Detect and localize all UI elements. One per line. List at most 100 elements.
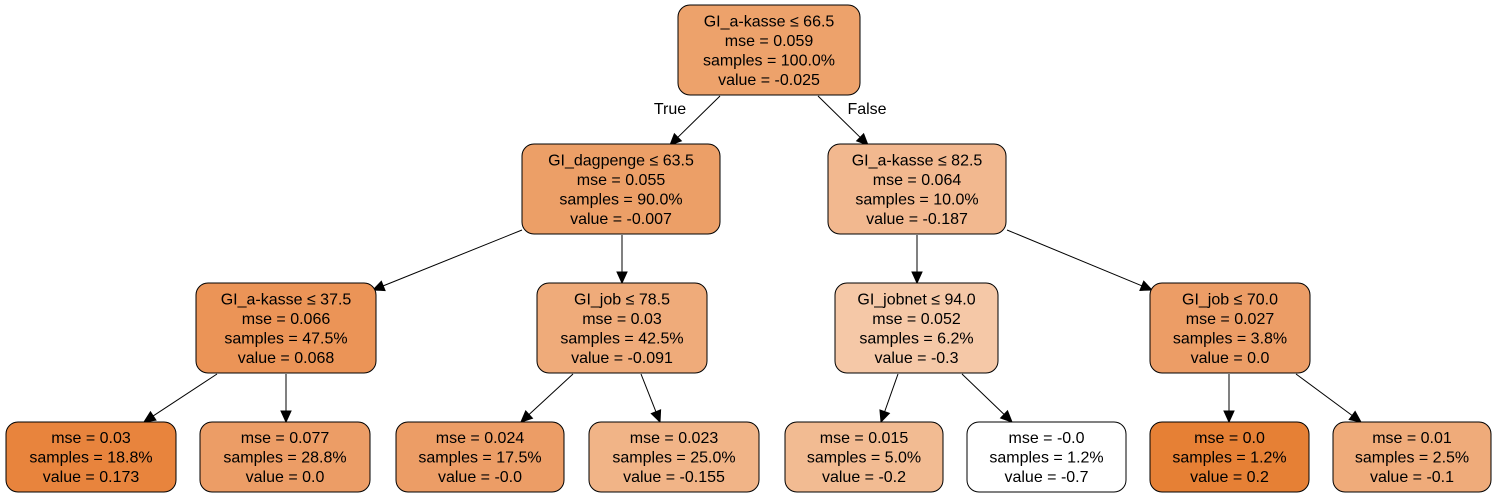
edge-line: [1006, 229, 1143, 287]
node-box: [966, 421, 1127, 493]
node-text-line: samples = 90.0%: [559, 191, 682, 208]
edge-n2-n6: [1006, 229, 1154, 291]
node-text-line: samples = 2.5%: [1355, 450, 1469, 467]
arrowhead-icon: [280, 410, 292, 424]
arrowhead-icon: [520, 409, 534, 423]
node-text-line: samples = 5.0%: [807, 450, 921, 467]
arrowhead-icon: [999, 409, 1013, 423]
arrowhead-icon: [855, 132, 869, 146]
edge-n5-n11: [879, 373, 899, 424]
node-text-line: value = 0.0: [1191, 350, 1270, 367]
edge-n4-n9: [520, 373, 574, 423]
arrowhead-icon: [1223, 410, 1235, 424]
node-text-line: GI_job ≤ 78.5: [574, 291, 670, 308]
node-text-line: mse = 0.01: [1372, 430, 1452, 447]
tree-node-n0: GI_a-kasse ≤ 66.5 mse = 0.059 samples = 10…: [677, 4, 861, 96]
tree-node-n3: GI_a-kasse ≤ 37.5 mse = 0.066 samples = 47…: [195, 282, 377, 374]
node-text-line: mse = 0.027: [1186, 311, 1275, 328]
node-box: [834, 282, 999, 374]
node-text-line: mse = 0.0: [1194, 430, 1265, 447]
arrowhead-icon: [650, 409, 662, 424]
node-text-line: value = 0.068: [238, 350, 335, 367]
node-text-line: mse = -0.0: [1008, 430, 1084, 447]
node-text-line: mse = 0.03: [51, 430, 131, 447]
node-text-line: samples = 10.0%: [855, 191, 978, 208]
node-box: [395, 421, 565, 493]
node-text-line: GI_a-kasse ≤ 66.5: [704, 13, 835, 30]
node-text-line: GI_job ≤ 70.0: [1182, 291, 1278, 308]
node-box: [1149, 282, 1311, 374]
node-text-line: samples = 1.2%: [989, 450, 1103, 467]
node-box: [5, 421, 177, 493]
tree-nodes: GI_a-kasse ≤ 66.5 mse = 0.059 samples = 10…: [5, 4, 1492, 493]
node-text-line: mse = 0.055: [577, 172, 666, 189]
tree-node-n2: GI_a-kasse ≤ 82.5 mse = 0.064 samples = 10…: [827, 143, 1007, 235]
tree-node-n1: GI_dagpenge ≤ 63.5 mse = 0.055 samples = 9…: [521, 143, 721, 235]
edge-line: [817, 95, 861, 138]
node-text-line: mse = 0.052: [872, 311, 961, 328]
edge-line: [884, 373, 899, 412]
node-text-line: value = -0.1: [1370, 469, 1454, 486]
arrowhead-icon: [616, 271, 628, 285]
node-text-line: samples = 18.8%: [29, 450, 152, 467]
node-text-line: GI_dagpenge ≤ 63.5: [548, 152, 694, 169]
arrowhead-icon: [879, 409, 891, 424]
tree-node-n6: GI_job ≤ 70.0 mse = 0.027 samples = 3.8% va…: [1149, 282, 1311, 374]
node-text-line: value = 0.0: [246, 469, 325, 486]
node-text-line: value = 0.2: [1190, 469, 1269, 486]
node-text-line: value = -0.007: [570, 211, 672, 228]
arrowhead-icon: [371, 280, 386, 292]
edge-n3-n8: [280, 374, 292, 424]
node-text-line: mse = 0.064: [873, 172, 962, 189]
node-text-line: GI_a-kasse ≤ 37.5: [221, 291, 352, 308]
node-text-line: value = -0.025: [718, 72, 820, 89]
edge-n0-n2: False: [817, 95, 887, 146]
tree-node-n14: mse = 0.01 samples = 2.5% value = -0.1: [1332, 421, 1492, 493]
node-text-line: samples = 47.5%: [224, 330, 347, 347]
edge-line: [677, 95, 721, 138]
edge-line: [961, 373, 1005, 415]
node-box: [521, 143, 721, 235]
tree-node-n7: mse = 0.03 samples = 18.8% value = 0.173: [5, 421, 177, 493]
edge-n5-n12: [961, 373, 1013, 423]
node-text-line: mse = 0.066: [242, 311, 331, 328]
edge-n3-n7: [142, 373, 218, 423]
tree-node-n8: mse = 0.077 samples = 28.8% value = 0.0: [199, 421, 371, 493]
arrowhead-icon: [1139, 280, 1154, 291]
edge-n2-n5: [911, 235, 923, 285]
node-text-line: value = -0.091: [571, 350, 673, 367]
node-text-line: value = -0.2: [822, 469, 906, 486]
edge-line: [383, 229, 523, 287]
node-text-line: mse = 0.023: [630, 430, 719, 447]
node-text-line: value = -0.187: [866, 211, 968, 228]
edge-n0-n1: True: [654, 95, 721, 146]
node-box: [784, 421, 944, 493]
node-text-line: samples = 1.2%: [1172, 450, 1286, 467]
node-text-line: samples = 100.0%: [703, 52, 835, 69]
arrowhead-icon: [142, 410, 157, 423]
node-box: [1332, 421, 1492, 493]
arrowhead-icon: [911, 271, 923, 285]
edge-label: False: [847, 101, 886, 118]
edge-n4-n10: [640, 373, 662, 424]
edge-label: True: [654, 101, 686, 118]
node-text-line: samples = 17.5%: [418, 450, 541, 467]
node-box: [195, 282, 377, 374]
tree-node-n12: mse = -0.0 samples = 1.2% value = -0.7: [966, 421, 1127, 493]
node-text-line: value = -0.7: [1004, 469, 1088, 486]
tree-node-n13: mse = 0.0 samples = 1.2% value = 0.2: [1149, 421, 1310, 493]
edge-line: [1295, 373, 1353, 416]
tree-node-n10: mse = 0.023 samples = 25.0% value = -0.155: [588, 421, 760, 493]
node-text-line: mse = 0.015: [820, 430, 909, 447]
edge-n1-n4: [616, 235, 628, 285]
node-text-line: GI_a-kasse ≤ 82.5: [852, 152, 983, 169]
node-box: [677, 4, 861, 96]
tree-node-n5: GI_jobnet ≤ 94.0 mse = 0.052 samples = 6.2…: [834, 282, 999, 374]
node-text-line: mse = 0.03: [582, 311, 662, 328]
node-box: [588, 421, 760, 493]
node-text-line: samples = 25.0%: [612, 450, 735, 467]
edge-line: [528, 373, 574, 415]
edge-line: [152, 373, 218, 417]
node-box: [536, 282, 708, 374]
edge-n6-n13: [1223, 374, 1235, 424]
